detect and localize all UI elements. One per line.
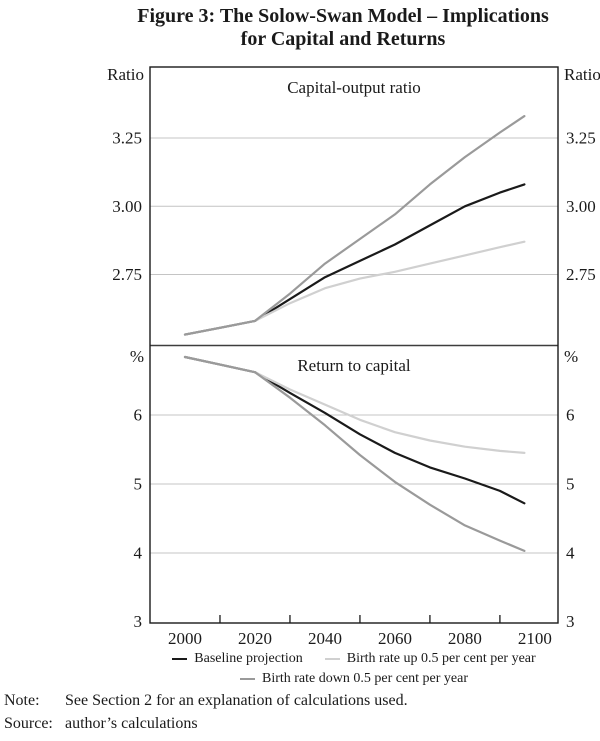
series-line-baseline [183, 355, 526, 505]
series-line-down [183, 114, 526, 336]
panel-title-bottom: Return to capital [297, 356, 411, 375]
figure-title-line1: Figure 3: The Solow-Swan Model – Implica… [137, 5, 549, 27]
legend-dash-birth-rate-up [324, 658, 340, 660]
x-tick-label: 2020 [238, 629, 272, 648]
legend-label-birth-rate-up: Birth rate up 0.5 per cent per year [346, 651, 536, 666]
figure-notes: Note: See Section 2 for an explanation o… [4, 692, 564, 738]
note-row: Note: See Section 2 for an explanation o… [4, 692, 564, 710]
y-tick-label-left: 2.75 [112, 265, 142, 284]
y-tick-label-left: 3.00 [112, 197, 142, 216]
y-tick-label-right: 3 [566, 612, 575, 631]
legend-dash-baseline [172, 658, 188, 660]
legend-label-birth-rate-down: Birth rate down 0.5 per cent per year [261, 671, 469, 686]
x-tick-label: 2060 [378, 629, 412, 648]
y-tick-label-right: 3.25 [566, 128, 596, 147]
x-tick-label: 2100 [518, 629, 552, 648]
unit-label-top-right: Ratio [564, 65, 600, 84]
y-tick-label-left: 6 [134, 405, 143, 424]
y-tick-label-left: 3 [134, 612, 143, 631]
y-tick-label-right: 6 [566, 405, 575, 424]
series-line-up [183, 240, 526, 336]
legend-row-2: Birth rate down 0.5 per cent per year [148, 669, 560, 689]
source-label: Source: [4, 715, 53, 732]
x-tick-label: 2080 [448, 629, 482, 648]
y-tick-label-right: 3.00 [566, 197, 596, 216]
series-line-down [183, 355, 526, 553]
legend-label-baseline: Baseline projection [194, 651, 303, 666]
plot-frame [149, 66, 559, 624]
y-tick-label-left: 5 [134, 474, 143, 493]
y-tick-label-right: 2.75 [566, 265, 596, 284]
legend-item-birth-rate-down: Birth rate down 0.5 per cent per year [239, 669, 469, 689]
figure-title: Figure 3: The Solow-Swan Model – Implica… [92, 5, 594, 51]
y-tick-label-right: 5 [566, 474, 575, 493]
y-tick-label-left: 4 [134, 543, 143, 562]
chart: Ratio Ratio Capital-output ratio % % Ret… [107, 65, 600, 648]
y-tick-label-right: 4 [566, 543, 575, 562]
legend-row-1: Baseline projection Birth rate up 0.5 pe… [148, 649, 560, 669]
panel-title-top: Capital-output ratio [287, 78, 421, 97]
y-tick-label-left: 3.25 [112, 128, 142, 147]
legend-dash-birth-rate-down [239, 678, 255, 680]
chart-legend: Baseline projection Birth rate up 0.5 pe… [148, 649, 560, 689]
source-text: author’s calculations [65, 715, 198, 732]
x-tick-label: 2040 [308, 629, 342, 648]
x-tick-label: 2000 [168, 629, 202, 648]
source-row: Source: author’s calculations [4, 715, 564, 733]
series-line-baseline [183, 183, 526, 336]
note-text: See Section 2 for an explanation of calc… [65, 692, 408, 709]
unit-label-bottom-right: % [564, 347, 578, 366]
note-label: Note: [4, 692, 40, 709]
unit-label-top-left: Ratio [107, 65, 144, 84]
unit-label-bottom-left: % [130, 347, 144, 366]
figure-title-line2: for Capital and Returns [240, 28, 446, 50]
legend-item-birth-rate-up: Birth rate up 0.5 per cent per year [324, 649, 536, 669]
legend-item-baseline: Baseline projection [172, 649, 303, 669]
